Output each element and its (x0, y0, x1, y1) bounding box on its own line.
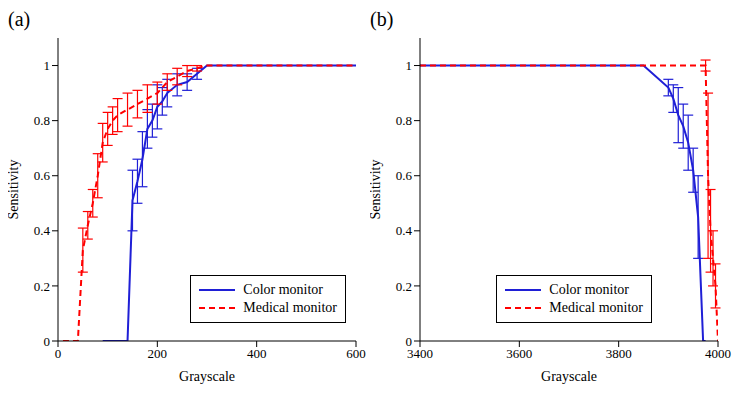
svg-text:200: 200 (148, 346, 168, 361)
svg-text:0.2: 0.2 (34, 279, 50, 294)
svg-text:3400: 3400 (407, 346, 433, 362)
html-text:Medical monitor: Medical monitor (549, 300, 643, 315)
svg-text:0.6: 0.6 (396, 168, 413, 183)
svg-text:0.8: 0.8 (396, 113, 412, 128)
html-text:(b): (b) (370, 8, 394, 30)
svg-text:0.4: 0.4 (34, 223, 51, 238)
html-text:Medical monitor: Medical monitor (243, 300, 337, 315)
svg-text:3600: 3600 (506, 346, 532, 361)
svg-text:3800: 3800 (606, 346, 632, 361)
svg-text:0: 0 (55, 346, 62, 361)
svg-text:1: 1 (44, 58, 51, 73)
html-text:(a): (a) (8, 8, 31, 30)
html-text:Color monitor: Color monitor (243, 282, 323, 297)
svg-text:Sensitivity: Sensitivity (370, 160, 383, 220)
svg-text:0.8: 0.8 (34, 113, 50, 128)
svg-text:4000: 4000 (705, 346, 731, 361)
svg-text:600: 600 (346, 346, 366, 361)
svg-text:Grayscale: Grayscale (541, 369, 597, 384)
svg-text:0: 0 (406, 334, 413, 349)
svg-text:1: 1 (406, 58, 413, 73)
svg-text:0.4: 0.4 (396, 223, 413, 238)
svg-text:400: 400 (247, 346, 267, 361)
svg-text:0.2: 0.2 (396, 279, 412, 294)
svg-text:0: 0 (44, 334, 51, 349)
svg-text:Grayscale: Grayscale (179, 369, 235, 384)
svg-text:0.6: 0.6 (34, 168, 51, 183)
html-text:Color monitor: Color monitor (549, 282, 629, 297)
svg-text:Sensitivity: Sensitivity (8, 160, 21, 220)
